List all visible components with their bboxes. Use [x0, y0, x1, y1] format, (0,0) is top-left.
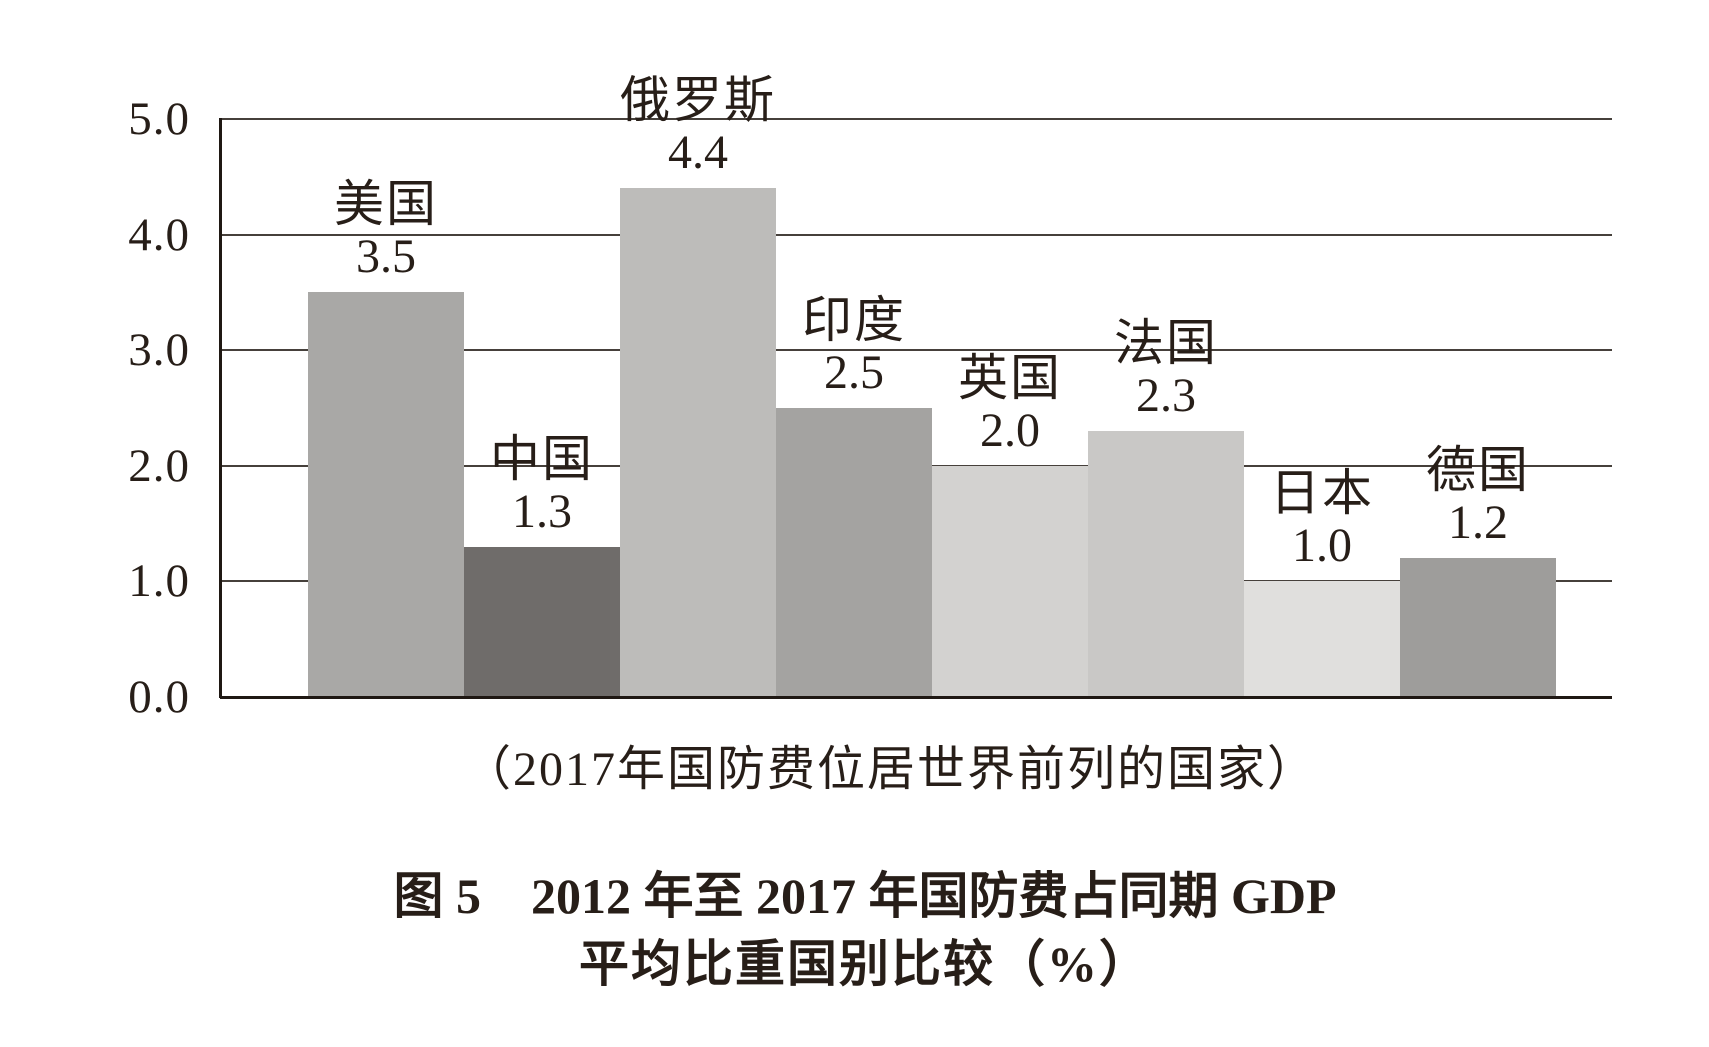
bar-英国	[932, 466, 1088, 696]
y-axis-line	[219, 118, 222, 698]
bar-label-中国: 中国 1.3	[412, 431, 672, 537]
x-axis-line	[220, 696, 1612, 699]
bar-label-英国: 英国 2.0	[880, 350, 1140, 456]
y-tick-label-3.0: 3.0	[128, 324, 190, 376]
bar-value-label: 2.0	[980, 404, 1040, 457]
bar-value-label: 2.3	[1136, 369, 1196, 422]
chart-subtitle: （2017年国防费位居世界前列的国家）	[462, 743, 1317, 796]
figure-title-line-1: 图 5 2012 年至 2017 年国防费占同期 GDP	[393, 868, 1337, 924]
bar-label-法国: 法国 2.3	[1036, 315, 1296, 421]
figure-title-line-2: 平均比重国别比较（%）	[579, 936, 1151, 992]
y-tick-label-1.0: 1.0	[128, 555, 190, 607]
bar-德国	[1400, 558, 1556, 696]
gridline-5.0	[220, 118, 1612, 120]
bar-日本	[1244, 581, 1400, 696]
figure-title: 图 5 2012 年至 2017 年国防费占同期 GDP 平均比重国别比较（%）	[265, 862, 1465, 998]
bar-value-label: 4.4	[668, 126, 728, 179]
bar-category-label: 印度	[802, 292, 906, 348]
bar-美国	[308, 292, 464, 696]
bar-label-俄罗斯: 俄罗斯 4.4	[568, 72, 828, 178]
bar-label-日本: 日本 1.0	[1192, 465, 1452, 571]
bar-value-label: 3.5	[356, 230, 416, 283]
bar-label-德国: 德国 1.2	[1348, 442, 1608, 548]
gridline-3.0	[220, 349, 1612, 351]
bar-category-label: 日本	[1270, 465, 1374, 521]
bar-category-label: 美国	[334, 176, 438, 232]
bar-value-label: 1.3	[512, 485, 572, 538]
gridline-4.0	[220, 234, 1612, 236]
bar-label-美国: 美国 3.5	[256, 176, 516, 282]
bar-category-label: 英国	[958, 350, 1062, 406]
bar-俄罗斯	[620, 188, 776, 696]
y-tick-label-2.0: 2.0	[128, 440, 190, 492]
bar-label-印度: 印度 2.5	[724, 292, 984, 398]
bar-value-label: 2.5	[824, 346, 884, 399]
bar-category-label: 俄罗斯	[620, 72, 776, 128]
bar-category-label: 法国	[1114, 315, 1218, 371]
y-tick-label-5.0: 5.0	[128, 93, 190, 145]
y-tick-label-4.0: 4.0	[128, 209, 190, 261]
y-tick-label-0.0: 0.0	[128, 671, 190, 723]
bar-法国	[1088, 431, 1244, 696]
bar-category-label: 德国	[1426, 442, 1530, 498]
bar-value-label: 1.2	[1448, 496, 1508, 549]
bar-中国	[464, 547, 620, 696]
bar-category-label: 中国	[490, 431, 594, 487]
bar-印度	[776, 408, 932, 696]
bar-value-label: 1.0	[1292, 519, 1352, 572]
